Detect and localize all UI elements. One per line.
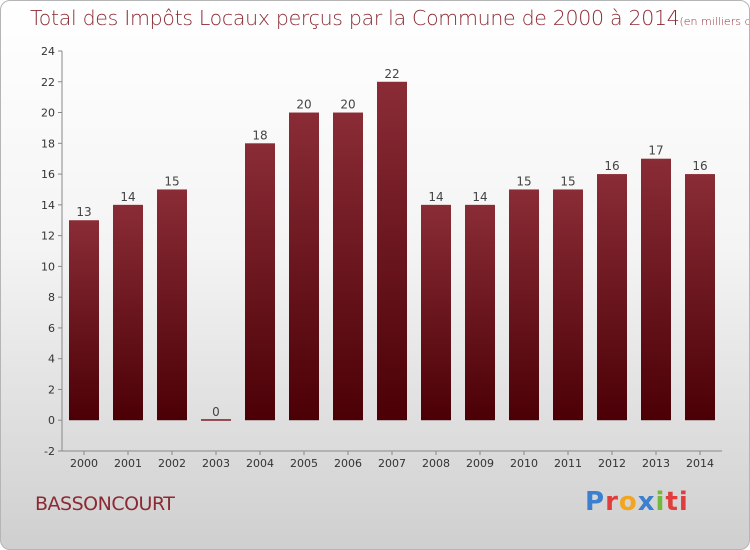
logo-letter: r (605, 487, 619, 517)
y-tick-label: 10 (41, 260, 55, 273)
chart-title: Total des Impôts Locaux perçus par la Co… (30, 6, 749, 30)
bar (509, 189, 539, 421)
bar (641, 158, 671, 421)
logo-letter: P (585, 487, 606, 517)
bar-value-label: 20 (296, 98, 311, 112)
bar-value-label: 13 (76, 205, 91, 219)
x-tick-label: 2000 (70, 457, 98, 470)
bar-value-label: 14 (120, 190, 135, 204)
chart-title-main: Total des Impôts Locaux perçus par la Co… (30, 6, 680, 30)
x-tick-label: 2011 (554, 457, 582, 470)
bar (245, 143, 275, 421)
x-tick-label: 2001 (114, 457, 142, 470)
y-tick-label: 18 (41, 137, 55, 150)
x-tick-label: 2005 (290, 457, 318, 470)
logo-letter: o (618, 487, 638, 517)
proxiti-logo[interactable]: Proxiti (585, 487, 689, 517)
chart-title-unit: (en milliers d'€) (679, 15, 749, 28)
bar-value-label: 16 (604, 159, 619, 173)
y-tick-label: 6 (48, 322, 55, 335)
bar-value-label: 20 (340, 98, 355, 112)
bar (377, 81, 407, 421)
bar-value-label: 22 (384, 67, 399, 81)
logo-letter: x (637, 487, 656, 517)
y-tick-label: 0 (48, 414, 55, 427)
bar-value-label: 16 (692, 159, 707, 173)
logo-letter: ti (665, 487, 689, 517)
bar (465, 204, 495, 421)
y-tick-label: 4 (48, 353, 55, 366)
x-tick-label: 2014 (686, 457, 714, 470)
bar-value-label: 0 (212, 405, 220, 419)
bar-value-label: 14 (472, 190, 487, 204)
y-tick-label: 12 (41, 230, 55, 243)
bar-value-label: 15 (560, 174, 575, 188)
bar-value-label: 17 (648, 144, 663, 158)
y-tick-label: 2 (48, 383, 55, 396)
y-tick-label: 22 (41, 76, 55, 89)
logo-letter: i (655, 487, 666, 517)
x-tick-label: 2010 (510, 457, 538, 470)
x-tick-label: 2009 (466, 457, 494, 470)
bar (69, 220, 99, 421)
commune-name: BASSONCOURT (35, 493, 175, 515)
y-tick-label: -2 (44, 445, 55, 458)
x-tick-label: 2007 (378, 457, 406, 470)
x-tick-label: 2006 (334, 457, 362, 470)
x-tick-label: 2013 (642, 457, 670, 470)
x-tick-label: 2008 (422, 457, 450, 470)
x-tick-label: 2012 (598, 457, 626, 470)
x-tick-label: 2002 (158, 457, 186, 470)
y-tick-label: 20 (41, 107, 55, 120)
bar-value-label: 15 (516, 174, 531, 188)
bar (113, 204, 143, 421)
y-tick-label: 8 (48, 291, 55, 304)
bar (333, 112, 363, 421)
bar-value-label: 14 (428, 190, 443, 204)
y-tick-label: 14 (41, 199, 55, 212)
y-tick-label: 16 (41, 168, 55, 181)
y-tick-label: 24 (41, 45, 55, 58)
bar (421, 204, 451, 421)
bar (201, 419, 231, 421)
x-tick-label: 2003 (202, 457, 230, 470)
bar-value-label: 15 (164, 174, 179, 188)
bar (685, 174, 715, 421)
bar (597, 174, 627, 421)
x-tick-label: 2004 (246, 457, 274, 470)
bar (289, 112, 319, 421)
bar (553, 189, 583, 421)
bar (157, 189, 187, 421)
bar-value-label: 18 (252, 128, 267, 142)
